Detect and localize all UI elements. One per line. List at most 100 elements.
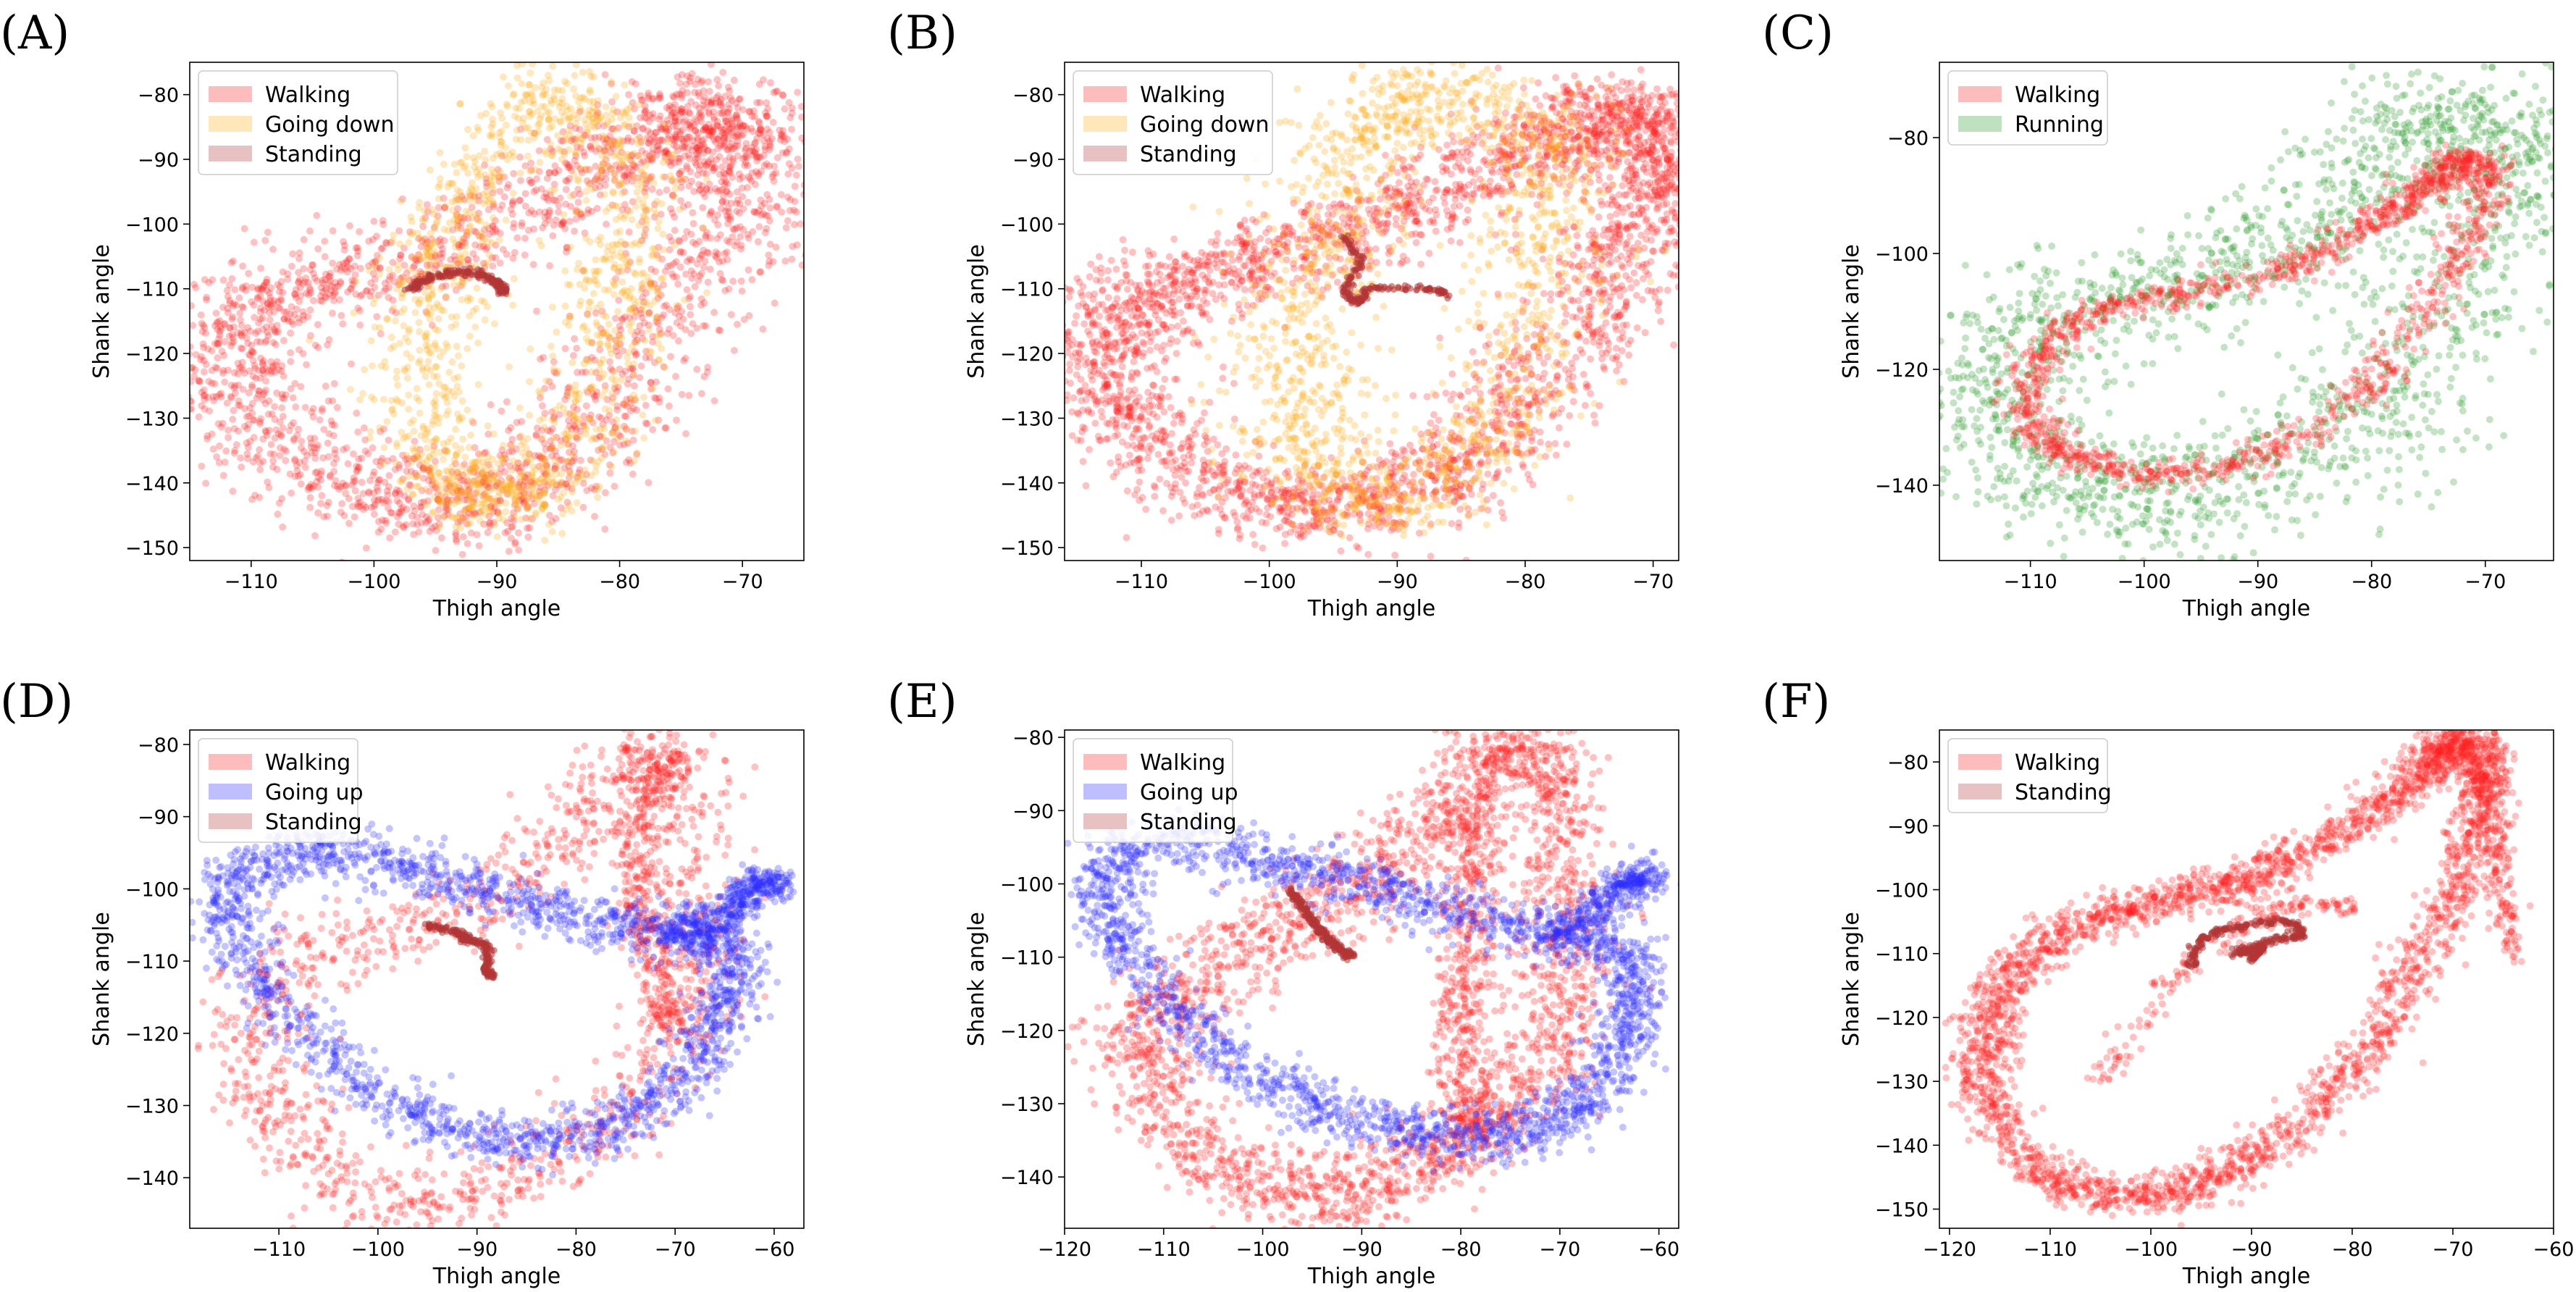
scatter-point (232, 441, 240, 449)
scatter-point (630, 173, 638, 181)
scatter-point (574, 198, 582, 206)
scatter-point (700, 246, 708, 254)
scatter-point (693, 324, 701, 332)
scatter-point (686, 155, 694, 163)
scatter-point (200, 368, 208, 376)
scatter-point (620, 172, 627, 180)
scatter-point (522, 444, 530, 452)
scatter-point (599, 392, 607, 400)
scatter-point (770, 177, 778, 185)
scatter-point (469, 250, 477, 258)
scatter-point (537, 185, 545, 193)
scatter-point (655, 356, 663, 364)
scatter-point (707, 155, 715, 163)
scatter-point (370, 468, 378, 476)
scatter-point (440, 237, 448, 245)
scatter-point (686, 109, 694, 117)
scatter-point (1654, 306, 1662, 314)
scatter-point (726, 238, 734, 246)
scatter-point (765, 251, 773, 259)
scatter-point (409, 520, 417, 528)
scatter-point (435, 183, 442, 191)
scatter-point (454, 196, 462, 204)
scatter-point (408, 512, 416, 520)
scatter-point (268, 303, 276, 311)
scatter-point (292, 293, 300, 301)
scatter-point (251, 314, 259, 322)
scatter-point (580, 266, 588, 274)
scatter-point (421, 207, 428, 215)
scatter-point (676, 238, 684, 246)
scatter-point (540, 414, 547, 422)
scatter-point (526, 345, 534, 353)
scatter-point (273, 389, 281, 397)
scatter-point (361, 366, 369, 374)
scatter-point (734, 122, 742, 130)
scatter-point (554, 132, 561, 140)
scatter-point (425, 466, 433, 474)
scatter-point (626, 294, 633, 302)
scatter-point (265, 397, 273, 405)
scatter-point (408, 217, 416, 225)
scatter-point (227, 259, 235, 267)
scatter-point (442, 411, 450, 419)
scatter-point (505, 448, 513, 456)
scatter-point (569, 450, 576, 458)
scatter-point (277, 432, 285, 440)
scatter-point (797, 220, 804, 228)
scatter-point (647, 154, 655, 162)
scatter-point (576, 280, 584, 288)
scatter-point (440, 160, 448, 168)
scatter-point (201, 395, 209, 403)
scatter-point (454, 217, 462, 225)
scatter-point (732, 62, 734, 63)
scatter-point (175, 329, 182, 336)
scatter-point (600, 330, 608, 337)
scatter-point (456, 484, 463, 491)
scatter-point (697, 295, 705, 303)
scatter-point (484, 483, 492, 491)
scatter-point (711, 252, 719, 260)
scatter-point (659, 230, 667, 238)
scatter-point (416, 446, 424, 453)
scatter-point (555, 411, 563, 419)
scatter-point (697, 269, 705, 277)
scatter-point (679, 315, 687, 323)
scatter-point (353, 244, 361, 252)
scatter-point (301, 463, 309, 471)
scatter-point (276, 283, 284, 290)
scatter-point (611, 423, 619, 431)
scatter-point (667, 353, 674, 361)
scatter-point (394, 398, 402, 406)
scatter-point (385, 483, 393, 491)
scatter-point (453, 537, 461, 545)
scatter-point (451, 197, 459, 205)
scatter-point (628, 151, 636, 159)
scatter-point (581, 229, 589, 237)
scatter-point (484, 529, 492, 537)
scatter-point (788, 125, 796, 133)
scatter-point (1687, 144, 1695, 151)
scatter-point (428, 471, 436, 479)
scatter-point (699, 189, 707, 197)
scatter-point (432, 457, 439, 465)
scatter-point (632, 307, 639, 315)
scatter-point (221, 458, 229, 466)
scatter-point (509, 189, 517, 197)
scatter-point (325, 336, 333, 344)
scatter-point (430, 463, 438, 471)
scatter-point (219, 419, 227, 427)
scatter-point (565, 383, 573, 391)
scatter-point (195, 377, 202, 385)
scatter-point (489, 120, 497, 128)
scatter-point (792, 208, 800, 216)
scatter-point (245, 420, 253, 428)
scatter-point (370, 503, 378, 511)
scatter-point (516, 482, 524, 490)
scatter-point (368, 393, 376, 401)
scatter-point (605, 286, 613, 294)
scatter-point (313, 444, 321, 452)
scatter-point (289, 250, 297, 258)
scatter-point (608, 463, 616, 471)
scatter-point (475, 542, 483, 550)
